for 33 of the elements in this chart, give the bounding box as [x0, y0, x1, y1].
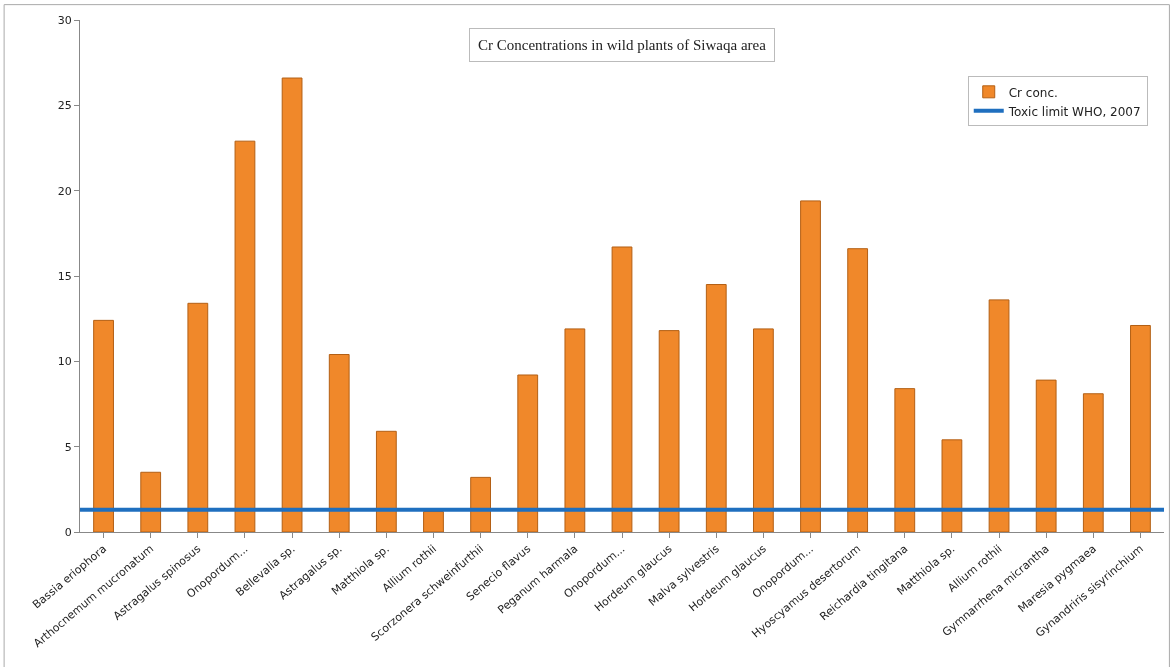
y-tick-label: 15: [57, 269, 72, 283]
bar: [140, 471, 162, 532]
y-tick-label: 25: [57, 99, 72, 113]
bar: [1035, 379, 1057, 532]
legend-label: Toxic limit WHO, 2007: [1007, 104, 1141, 119]
bar: [752, 328, 774, 532]
bar: [1082, 393, 1104, 532]
bar: [894, 388, 916, 532]
bar: [423, 511, 444, 532]
bar: [705, 284, 727, 532]
bar: [611, 246, 633, 532]
bar: [1130, 324, 1151, 532]
bar: [375, 430, 397, 532]
bar: [941, 439, 963, 532]
y-tick-label: 5: [64, 440, 72, 454]
bar: [470, 476, 492, 532]
bar: [93, 319, 114, 532]
bar: [800, 200, 821, 532]
bar: [564, 328, 586, 532]
bar: [847, 248, 869, 532]
text: Cr Concentrations in wild plants of Siwaqa area: [478, 37, 767, 53]
bar: [281, 77, 303, 532]
y-tick-label: 20: [57, 184, 72, 198]
bar: [234, 140, 256, 532]
legend-label: Cr conc.: [1008, 85, 1058, 100]
y-tick-label: 10: [57, 355, 72, 369]
bar: [187, 302, 209, 532]
y-tick-label: 0: [64, 525, 72, 539]
y-tick-label: 30: [57, 13, 72, 27]
bar: [328, 354, 350, 532]
bar: [517, 374, 539, 532]
bar: [988, 299, 1010, 532]
bar: [658, 330, 680, 532]
